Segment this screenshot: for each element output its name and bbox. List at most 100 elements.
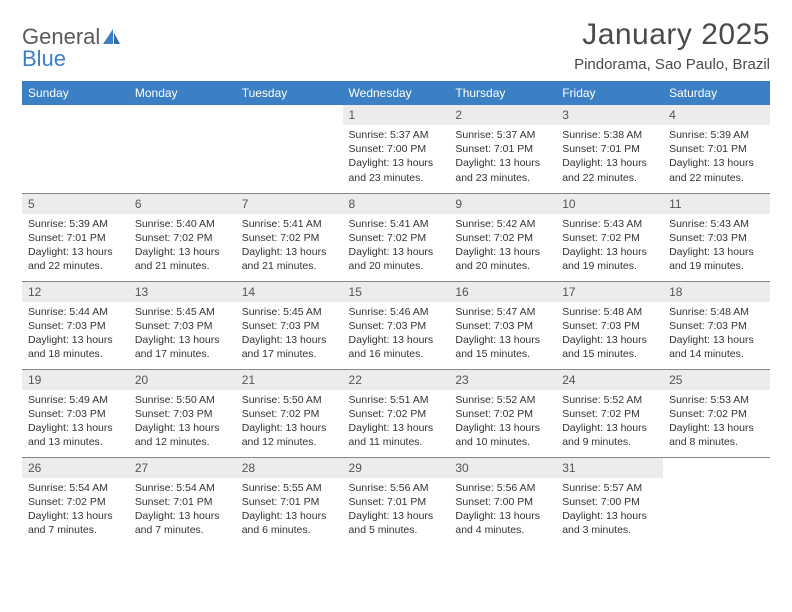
calendar-table: Sunday Monday Tuesday Wednesday Thursday… [22,81,770,545]
day-line: Sunset: 7:02 PM [455,231,550,245]
day-content: Sunrise: 5:39 AMSunset: 7:01 PMDaylight:… [22,214,129,280]
day-cell: 9Sunrise: 5:42 AMSunset: 7:02 PMDaylight… [449,193,556,281]
day-cell: 7Sunrise: 5:41 AMSunset: 7:02 PMDaylight… [236,193,343,281]
day-line: Daylight: 13 hours [349,333,444,347]
day-line: and 22 minutes. [562,171,657,185]
day-content: Sunrise: 5:38 AMSunset: 7:01 PMDaylight:… [556,125,663,191]
day-line: Sunrise: 5:43 AM [669,217,764,231]
day-line: Daylight: 13 hours [669,156,764,170]
day-cell: 18Sunrise: 5:48 AMSunset: 7:03 PMDayligh… [663,281,770,369]
day-line: Sunset: 7:01 PM [455,142,550,156]
day-content: Sunrise: 5:41 AMSunset: 7:02 PMDaylight:… [236,214,343,280]
day-number: 2 [449,105,556,125]
day-line: Daylight: 13 hours [135,421,230,435]
day-line: Daylight: 13 hours [242,333,337,347]
day-line: Sunset: 7:02 PM [669,407,764,421]
week-row: 12Sunrise: 5:44 AMSunset: 7:03 PMDayligh… [22,281,770,369]
day-cell [236,105,343,193]
day-line: and 10 minutes. [455,435,550,449]
day-content: Sunrise: 5:52 AMSunset: 7:02 PMDaylight:… [449,390,556,456]
day-content: Sunrise: 5:40 AMSunset: 7:02 PMDaylight:… [129,214,236,280]
month-title: January 2025 [574,18,770,52]
week-row: 26Sunrise: 5:54 AMSunset: 7:02 PMDayligh… [22,457,770,545]
day-cell [22,105,129,193]
day-number: 27 [129,458,236,478]
weekday-header: Friday [556,81,663,105]
day-number: 9 [449,194,556,214]
day-cell: 19Sunrise: 5:49 AMSunset: 7:03 PMDayligh… [22,369,129,457]
day-line: Daylight: 13 hours [349,245,444,259]
logo-text-blue: Blue [22,46,66,72]
day-line: and 20 minutes. [455,259,550,273]
day-line: and 4 minutes. [455,523,550,537]
day-line: and 23 minutes. [455,171,550,185]
day-line: Daylight: 13 hours [28,245,123,259]
day-number: 1 [343,105,450,125]
day-line: Daylight: 13 hours [455,421,550,435]
weekday-header: Monday [129,81,236,105]
day-line: Sunrise: 5:50 AM [135,393,230,407]
day-cell: 17Sunrise: 5:48 AMSunset: 7:03 PMDayligh… [556,281,663,369]
day-cell: 20Sunrise: 5:50 AMSunset: 7:03 PMDayligh… [129,369,236,457]
day-line: Daylight: 13 hours [562,156,657,170]
day-line: Sunset: 7:02 PM [242,407,337,421]
day-cell: 15Sunrise: 5:46 AMSunset: 7:03 PMDayligh… [343,281,450,369]
day-line: and 8 minutes. [669,435,764,449]
day-number: 6 [129,194,236,214]
day-line: Sunrise: 5:45 AM [242,305,337,319]
day-line: and 6 minutes. [242,523,337,537]
day-content: Sunrise: 5:52 AMSunset: 7:02 PMDaylight:… [556,390,663,456]
day-line: Sunrise: 5:39 AM [669,128,764,142]
day-content: Sunrise: 5:54 AMSunset: 7:01 PMDaylight:… [129,478,236,544]
day-line: Sunset: 7:03 PM [562,319,657,333]
day-cell: 25Sunrise: 5:53 AMSunset: 7:02 PMDayligh… [663,369,770,457]
day-cell: 26 Sunrise: 5:54 AMSunset: 7:02 PMDayligh… [22,457,129,545]
day-line: Sunrise: 5:54 AM [28,481,123,495]
day-line: Sunrise: 5:43 AM [562,217,657,231]
day-line: Daylight: 13 hours [455,156,550,170]
day-line: Daylight: 13 hours [669,421,764,435]
day-line: and 12 minutes. [135,435,230,449]
day-line: Daylight: 13 hours [562,245,657,259]
day-line: and 11 minutes. [349,435,444,449]
day-content: Sunrise: 5:57 AMSunset: 7:00 PMDaylight:… [556,478,663,544]
day-content: Sunrise: 5:47 AMSunset: 7:03 PMDaylight:… [449,302,556,368]
day-line: and 7 minutes. [135,523,230,537]
day-line: Sunrise: 5:48 AM [562,305,657,319]
day-content: Sunrise: 5:43 AMSunset: 7:03 PMDaylight:… [663,214,770,280]
day-line: Sunrise: 5:47 AM [455,305,550,319]
day-line: Sunset: 7:03 PM [669,231,764,245]
day-line: Daylight: 13 hours [135,245,230,259]
day-line: Daylight: 13 hours [28,509,123,523]
day-content: Sunrise: 5:53 AMSunset: 7:02 PMDaylight:… [663,390,770,456]
day-cell: 21Sunrise: 5:50 AMSunset: 7:02 PMDayligh… [236,369,343,457]
day-line: Daylight: 13 hours [242,421,337,435]
day-line: Sunset: 7:02 PM [562,407,657,421]
day-cell: 3Sunrise: 5:38 AMSunset: 7:01 PMDaylight… [556,105,663,193]
day-line: Sunset: 7:02 PM [455,407,550,421]
weekday-header: Saturday [663,81,770,105]
day-number: 26 [22,458,129,478]
week-row: 1Sunrise: 5:37 AMSunset: 7:00 PMDaylight… [22,105,770,193]
day-number: 10 [556,194,663,214]
day-line: and 21 minutes. [242,259,337,273]
day-line: Sunset: 7:01 PM [28,231,123,245]
day-line: and 22 minutes. [28,259,123,273]
day-line: Sunrise: 5:56 AM [349,481,444,495]
day-line: Sunrise: 5:38 AM [562,128,657,142]
day-number: 14 [236,282,343,302]
day-cell: 11Sunrise: 5:43 AMSunset: 7:03 PMDayligh… [663,193,770,281]
day-line: and 15 minutes. [455,347,550,361]
day-cell: 10Sunrise: 5:43 AMSunset: 7:02 PMDayligh… [556,193,663,281]
day-line: Sunset: 7:03 PM [28,319,123,333]
day-line: Sunrise: 5:37 AM [455,128,550,142]
day-line: and 13 minutes. [28,435,123,449]
day-content: Sunrise: 5:39 AMSunset: 7:01 PMDaylight:… [663,125,770,191]
day-line: and 12 minutes. [242,435,337,449]
day-line: Sunrise: 5:41 AM [349,217,444,231]
day-line: Daylight: 13 hours [242,509,337,523]
day-content: Sunrise: 5:37 AMSunset: 7:01 PMDaylight:… [449,125,556,191]
weekday-header-row: Sunday Monday Tuesday Wednesday Thursday… [22,81,770,105]
day-line: Sunset: 7:02 PM [28,495,123,509]
day-line: Sunrise: 5:51 AM [349,393,444,407]
